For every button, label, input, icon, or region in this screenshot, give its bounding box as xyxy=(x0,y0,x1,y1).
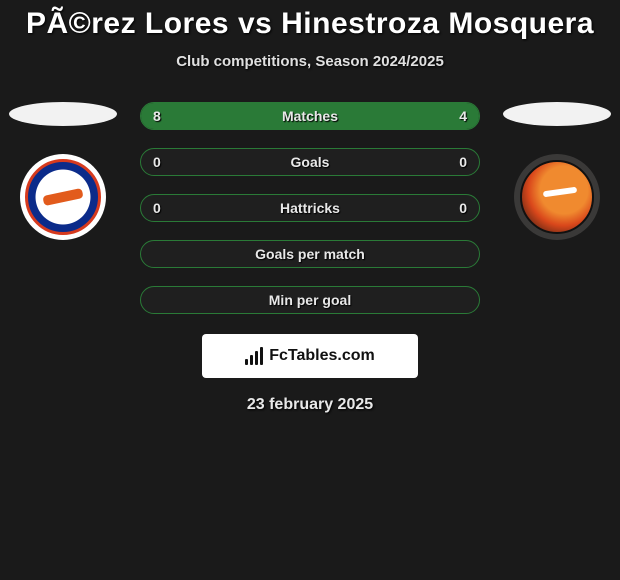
stat-row: Goals per match xyxy=(140,240,480,268)
right-player-ellipse xyxy=(503,102,611,126)
stat-value-right: 0 xyxy=(459,154,467,170)
stat-value-right: 4 xyxy=(459,108,467,124)
brand-text: FcTables.com xyxy=(269,347,375,365)
stat-row: Min per goal xyxy=(140,286,480,314)
footer-date: 23 february 2025 xyxy=(247,396,373,414)
stats-list: 8 Matches 4 0 Goals 0 0 Hattricks 0 Goals per mat… xyxy=(118,102,502,314)
left-team-badge xyxy=(20,154,106,240)
comparison-card: PÃ©rez Lores vs Hinestroza Mosquera Club… xyxy=(0,0,620,419)
left-player-ellipse xyxy=(9,102,117,126)
fox-icon xyxy=(520,160,594,234)
page-subtitle: Club competitions, Season 2024/2025 xyxy=(176,53,444,70)
stat-label: Hattricks xyxy=(280,200,340,216)
stat-row: 8 Matches 4 xyxy=(140,102,480,130)
shield-icon xyxy=(25,159,101,235)
stat-label: Matches xyxy=(282,108,338,124)
stat-value-right: 0 xyxy=(459,200,467,216)
comparison-body: 8 Matches 4 0 Goals 0 0 Hattricks 0 Goals per mat… xyxy=(0,102,620,314)
right-team-column xyxy=(502,102,612,240)
stat-label: Min per goal xyxy=(269,292,351,308)
stat-value-left: 8 xyxy=(153,108,161,124)
brand-box: FcTables.com xyxy=(202,334,418,378)
stat-row: 0 Hattricks 0 xyxy=(140,194,480,222)
right-team-badge xyxy=(514,154,600,240)
stat-value-left: 0 xyxy=(153,200,161,216)
left-team-column xyxy=(8,102,118,240)
stat-label: Goals xyxy=(291,154,330,170)
stat-value-left: 0 xyxy=(153,154,161,170)
stat-label: Goals per match xyxy=(255,246,365,262)
bar-chart-icon xyxy=(245,347,263,365)
page-title: PÃ©rez Lores vs Hinestroza Mosquera xyxy=(26,7,594,41)
stat-row: 0 Goals 0 xyxy=(140,148,480,176)
